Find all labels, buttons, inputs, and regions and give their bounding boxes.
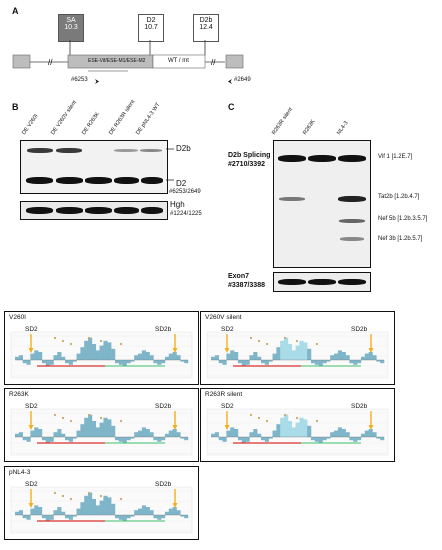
splice-track [10, 408, 193, 456]
gel-b-hgh [20, 201, 168, 220]
svg-text://: // [211, 58, 216, 67]
ese-label: ESE-Vif/ESE-M1/ESE-M2 [88, 58, 146, 64]
splice-plot-1: V260I SD2 SD2b [4, 311, 199, 385]
primer-main-label: #6253/2649 [169, 189, 201, 195]
band-nef3b: Nef 3b [1.2b.5.7] [378, 236, 423, 242]
splice-plot-5: pNL4-3 SD2 SD2b [4, 466, 199, 540]
panel-b-letter: B [12, 102, 19, 112]
splice-track [10, 331, 193, 379]
plot-title: R263R silent [205, 391, 243, 398]
band-d2b-label: D2b [176, 144, 191, 153]
lane-label-b1: DE V260I [21, 113, 40, 136]
lane-label-b3: DE R263K [81, 111, 101, 136]
hgh-label: Hgh [170, 200, 185, 209]
sd-left-label: SD2 [221, 403, 234, 410]
band-nef5b: Nef 5b [1.2b.3.5.7] [378, 216, 428, 222]
sd-right-label: SD2b [155, 481, 172, 488]
splice-track [206, 408, 389, 456]
d2b-label: D2b [199, 17, 213, 24]
plot-title: V260I [9, 314, 26, 321]
panel-c-letter: C [228, 102, 235, 112]
lane-label-b5: DE pNL4-3 WT [135, 102, 162, 136]
exon7-primer: #3387/3388 [228, 282, 265, 289]
gene-diagram: // // [12, 40, 244, 84]
primer-fwd-label: #6253 [71, 77, 88, 83]
sd-left-label: SD2 [25, 326, 38, 333]
sd-right-label: SD2b [155, 326, 172, 333]
sa-label: SA [66, 17, 76, 24]
splice-plot-4: R263R silent SD2 SD2b [200, 388, 395, 462]
sa-box: SA 10.3 [58, 14, 84, 42]
plot-title: V260V silent [205, 314, 242, 321]
gel-c-exon7 [273, 272, 371, 292]
splice-track [206, 331, 389, 379]
wt-mt-label: WT / mt [168, 58, 189, 64]
gel-b-main [20, 140, 168, 194]
d2-label: D2 [146, 17, 156, 24]
d2-box: D2 10.7 [138, 14, 164, 42]
lane-label-c3: NL4-3 [336, 120, 350, 136]
panel-a-letter: A [12, 6, 19, 16]
hgh-primer-label: #1224/1225 [170, 211, 202, 217]
band-ticks [166, 148, 174, 181]
primer-rev-label: #2649 [234, 77, 251, 83]
sd-right-label: SD2b [351, 326, 368, 333]
gel-c-main [273, 140, 371, 268]
sa-value: 10.3 [64, 24, 78, 31]
splice-track [10, 486, 193, 534]
splice-plot-2: V260V silent SD2 SD2b [200, 311, 395, 385]
lane-label-c1: R263R silent [271, 106, 295, 136]
d2-value: 10.7 [144, 24, 158, 31]
exon7-label: Exon7 [228, 273, 250, 280]
band-tat2b: Tat2b [1.2b.4.7] [378, 194, 420, 200]
c-title1: D2b Splicing [228, 152, 271, 159]
c-title2: #2710/3392 [228, 161, 265, 168]
plot-title: R263K [9, 391, 29, 398]
plot-title: pNL4-3 [9, 469, 31, 476]
d2b-box: D2b 12.4 [193, 14, 219, 42]
splice-plot-3: R263K SD2 SD2b [4, 388, 199, 462]
sd-left-label: SD2 [25, 403, 38, 410]
lane-label-c2: R263K [302, 118, 317, 136]
band-d2-label: D2 [176, 179, 187, 188]
svg-text://: // [48, 58, 53, 67]
sd-left-label: SD2 [25, 481, 38, 488]
sd-right-label: SD2b [155, 403, 172, 410]
band-vif1: Vif 1 [1.2E.7] [378, 154, 413, 160]
lane-label-b4: DE R263R silent [108, 99, 137, 136]
sd-left-label: SD2 [221, 326, 234, 333]
lane-label-b2: DE V260V silent [50, 99, 78, 136]
d2b-value: 12.4 [199, 24, 213, 31]
sd-right-label: SD2b [351, 403, 368, 410]
